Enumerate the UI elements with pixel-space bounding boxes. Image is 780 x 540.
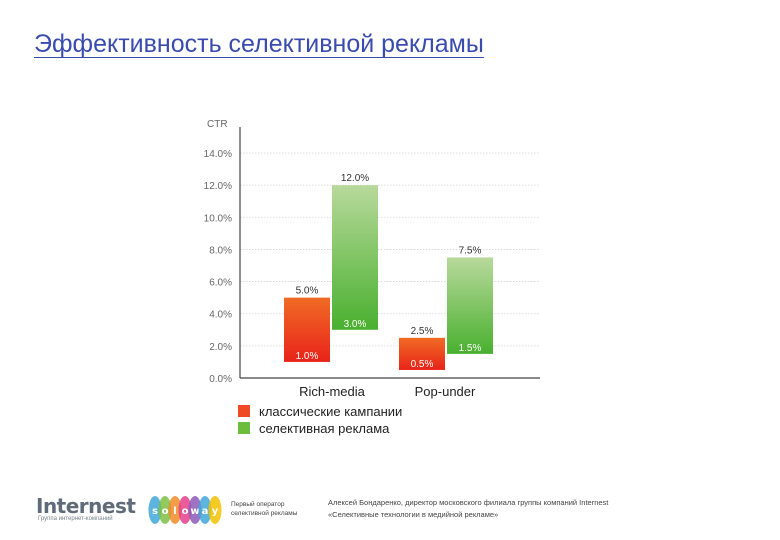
y-tick-label: 4.0% (209, 310, 232, 321)
legend-swatch (238, 422, 250, 434)
soloway-petal (158, 496, 172, 524)
internest-logo: Internest (36, 494, 136, 518)
bar-low-label: 0.5% (411, 359, 434, 370)
soloway-petal (198, 496, 212, 524)
y-axis-label: CTR (207, 119, 228, 130)
y-tick-label: 2.0% (209, 342, 232, 353)
soloway-petal (168, 496, 182, 524)
legend-label: селективная реклама (259, 421, 390, 436)
soloway-petal (178, 496, 192, 524)
soloway-letter: a (202, 506, 209, 517)
soloway-letter: o (162, 506, 169, 517)
soloway-letter: l (173, 506, 176, 517)
slide-title: Эффективность селективной рекламы (34, 30, 484, 58)
x-category-label: Rich-media (299, 384, 366, 399)
operator-caption: Первый оператор селективной рекламы (231, 500, 311, 518)
internest-logo-subtitle: Группа интернет-компаний (38, 516, 113, 522)
soloway-letter: y (212, 506, 219, 517)
soloway-petal (208, 496, 222, 524)
legend-label: классические кампании (259, 404, 402, 419)
bar-low-label: 1.5% (459, 343, 482, 354)
bar-selective-1 (447, 257, 493, 354)
credit-line-2: «Селективные технологии в медийной рекла… (328, 510, 499, 519)
credit-line-1: Алексей Бондаренко, директор московского… (328, 498, 609, 507)
soloway-petal (148, 496, 162, 524)
soloway-petal (188, 496, 202, 524)
bar-high-label: 12.0% (341, 173, 369, 184)
x-category-label: Pop-under (415, 384, 476, 399)
y-tick-label: 0.0% (209, 374, 232, 385)
bar-low-label: 1.0% (296, 351, 319, 362)
legend-swatch (238, 405, 250, 417)
soloway-letter: w (190, 506, 199, 517)
y-tick-label: 8.0% (209, 245, 232, 256)
speaker-credit: Алексей Бондаренко, директор московского… (328, 497, 688, 521)
operator-line-2: селективной рекламы (231, 510, 298, 517)
bar-high-label: 5.0% (296, 286, 319, 297)
bar-classic-1 (399, 337, 445, 370)
bar-high-label: 2.5% (411, 326, 434, 337)
bar-classic-0 (284, 297, 330, 362)
soloway-letter: s (152, 506, 158, 517)
soloway-letter: o (182, 506, 189, 517)
bar-low-label: 3.0% (344, 319, 367, 330)
operator-line-1: Первый оператор (231, 501, 285, 508)
bar-high-label: 7.5% (459, 245, 482, 256)
y-tick-label: 10.0% (204, 213, 232, 224)
bar-selective-0 (332, 185, 378, 330)
y-tick-label: 6.0% (209, 278, 232, 289)
y-tick-label: 14.0% (204, 149, 232, 160)
y-tick-label: 12.0% (204, 181, 232, 192)
